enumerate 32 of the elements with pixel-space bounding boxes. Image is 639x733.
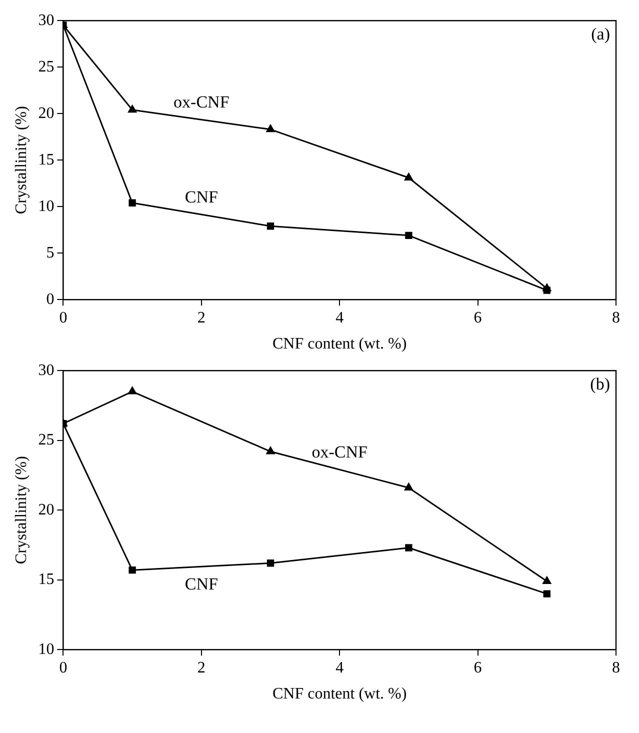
x-tick-label: 4 [336, 309, 344, 326]
series-label: CNF [184, 574, 218, 594]
x-axis-title: CNF content (wt. %) [272, 336, 407, 353]
y-tick-label: 30 [38, 362, 54, 379]
x-tick-label: 6 [474, 309, 482, 326]
x-tick-label: 4 [336, 659, 344, 676]
y-tick-label: 15 [38, 571, 54, 588]
annotation: (a) [591, 24, 610, 44]
x-tick-label: 8 [612, 309, 620, 326]
annotation: (b) [590, 374, 610, 394]
x-tick-label: 2 [197, 659, 206, 676]
y-tick-label: 30 [38, 12, 54, 29]
y-tick-label: 20 [38, 104, 54, 122]
x-tick-label: 0 [59, 659, 68, 676]
series-label: ox-CNF [174, 92, 230, 112]
y-axis-title: Crystallinity (%) [12, 106, 30, 214]
y-tick-label: 15 [38, 151, 54, 168]
y-tick-label: 0 [46, 290, 54, 308]
y-tick-label: 20 [38, 501, 54, 518]
x-tick-label: 0 [59, 309, 68, 326]
y-tick-label: 10 [38, 198, 54, 215]
x-tick-label: 6 [474, 659, 482, 676]
y-axis-title: Crystallinity (%) [12, 456, 30, 564]
x-tick-label: 2 [197, 309, 206, 326]
y-tick-label: 10 [38, 640, 54, 658]
y-tick-label: 25 [38, 58, 54, 76]
x-axis-title: CNF content (wt. %) [272, 686, 407, 703]
x-tick-label: 8 [612, 659, 620, 676]
series-label: CNF [184, 187, 218, 206]
y-tick-label: 5 [46, 244, 54, 262]
series-label: ox-CNF [312, 442, 368, 462]
y-tick-label: 25 [38, 432, 54, 449]
